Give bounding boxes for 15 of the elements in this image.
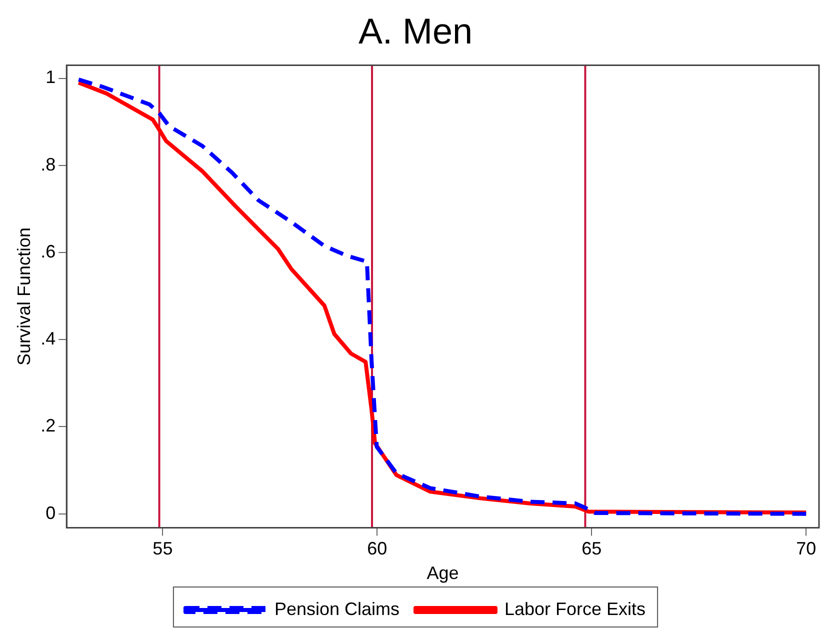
y-tick-label: 0: [46, 502, 56, 523]
y-tick-label: .6: [40, 241, 56, 262]
y-tick-label: .4: [40, 328, 56, 349]
x-tick-label: 55: [152, 538, 173, 559]
chart-title: A. Men: [358, 10, 473, 52]
y-tick-label: .8: [40, 154, 56, 174]
y-axis-title: Survival Function: [14, 227, 34, 366]
legend-label: Labor Force Exits: [504, 598, 646, 619]
x-tick-label: 70: [796, 538, 816, 559]
x-axis-title: Age: [426, 563, 459, 584]
x-tick-label: 60: [367, 538, 388, 559]
legend-label: Pension Claims: [274, 598, 400, 619]
y-tick-label: 1: [46, 67, 56, 88]
x-tick-label: 65: [582, 538, 602, 559]
y-tick-label: .2: [40, 416, 56, 436]
